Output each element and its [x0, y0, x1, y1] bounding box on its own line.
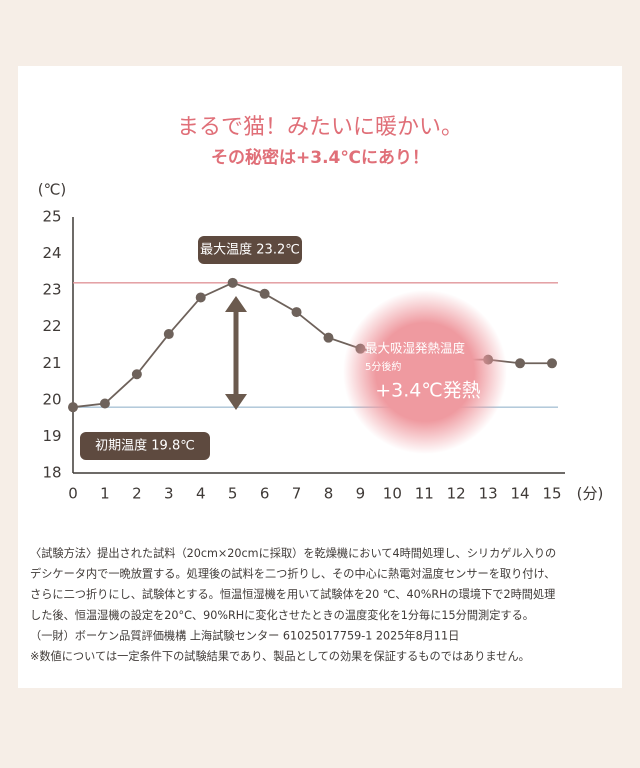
x-tick-label: 6 [260, 485, 270, 503]
data-point [323, 332, 334, 343]
note-line: した後、恒温湿機の設定を20°C、90%RHに変化させたときの温度変化を1分毎に… [30, 608, 534, 622]
highlight-circle [343, 290, 507, 454]
y-tick-label: 20 [42, 390, 61, 408]
x-tick-label: 0 [68, 485, 78, 503]
y-tick-label: 24 [42, 244, 61, 262]
data-point [99, 398, 110, 409]
y-tick-label: 25 [42, 208, 61, 226]
x-tick-label: 9 [356, 485, 366, 503]
x-tick-label: 1 [100, 485, 110, 503]
max-badge [198, 236, 302, 264]
x-tick-label: 3 [164, 485, 174, 503]
data-point [163, 329, 174, 340]
x-tick-label: 13 [479, 485, 498, 503]
data-point [131, 369, 142, 380]
arrow-head [225, 394, 247, 410]
y-tick-label: 18 [42, 464, 61, 482]
data-point [227, 277, 238, 288]
initial-label: 初期温度 19.8℃ [95, 438, 195, 454]
x-tick-label: 11 [415, 485, 434, 503]
note-line: 〈試験方法〉提出された試料（20cm×20cmに採取）を乾燥機において4時間処理… [30, 546, 556, 560]
x-tick-label: 2 [132, 485, 142, 503]
note-line: デシケータ内で一晩放置する。処理後の試料を二つ折りし、その中心に熱電対温度センサ… [30, 567, 555, 581]
circle-title: 最大吸湿発熱温度 [365, 341, 466, 356]
notes: 〈試験方法〉提出された試料（20cm×20cmに採取）を乾燥機において4時間処理… [30, 546, 556, 663]
data-point [291, 307, 302, 318]
circle-sub: 5分後約 [365, 360, 401, 373]
x-tick-label: 7 [292, 485, 302, 503]
note-line: さらに二つ折りにし、試験体とする。恒温恒湿機を用いて試験体を20 ℃、40%RH… [30, 587, 555, 601]
x-unit: (分) [577, 485, 604, 503]
initial-badge [80, 432, 210, 460]
data-point [68, 402, 78, 413]
y-tick-label: 23 [42, 281, 61, 299]
data-point [259, 288, 270, 299]
chart-subtitle: その秘密は+3.4℃にあり！ [211, 147, 429, 168]
note-line: （一財）ボーケン品質評価機構 上海試験センター 61025017759-1 20… [30, 628, 459, 642]
y-tick-label: 21 [42, 354, 61, 372]
x-tick-label: 14 [511, 485, 530, 503]
max-label: 最大温度 23.2℃ [200, 242, 300, 258]
note-line: ※数値については一定条件下の試験結果であり、製品としての効果を保証するものではあ… [30, 649, 530, 663]
x-tick-label: 4 [196, 485, 206, 503]
data-point [195, 292, 206, 303]
chart-title: まるで猫！みたいに暖かい。 [177, 115, 463, 140]
x-tick-label: 5 [228, 485, 238, 503]
x-tick-label: 10 [383, 485, 402, 503]
x-tick-label: 8 [324, 485, 334, 503]
x-tick-label: 12 [447, 485, 466, 503]
circle-value: +3.4℃発熱 [375, 380, 480, 402]
data-point [547, 358, 557, 369]
y-unit: (℃) [38, 181, 67, 199]
card [18, 66, 622, 688]
arrow-head [225, 296, 247, 312]
y-tick-label: 19 [42, 427, 61, 445]
data-point [515, 358, 526, 369]
y-tick-label: 22 [42, 317, 61, 335]
x-tick-label: 15 [542, 485, 561, 503]
